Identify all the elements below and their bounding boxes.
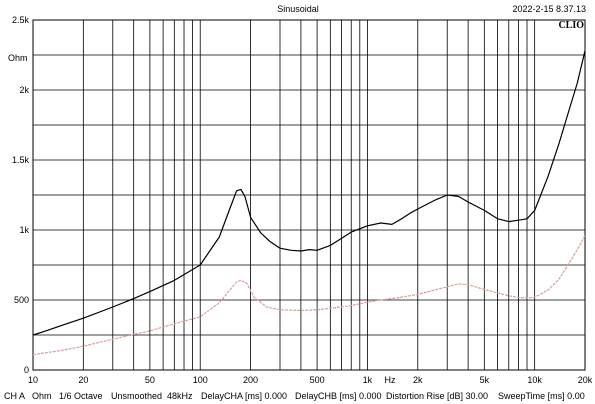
footer-unit: Ohm xyxy=(32,391,52,401)
x-tick-labels: 10 20 50 100 200 500 1k 2k 5k 10k 20k xyxy=(28,375,593,385)
footer-smoothing: 1/6 Octave xyxy=(59,391,103,401)
y-tick-labels: 0 500 1k 1.5k 2k 2.5k xyxy=(12,15,30,375)
y-tick-label: 1k xyxy=(19,225,29,235)
x-tick-label: 10 xyxy=(28,375,38,385)
x-tick-label: 20k xyxy=(578,375,593,385)
series-group xyxy=(32,50,586,356)
series-line-1 xyxy=(32,50,586,336)
chart-title: Sinusoidal xyxy=(277,4,319,14)
x-tick-label: 200 xyxy=(243,375,258,385)
x-tick-label: 500 xyxy=(310,375,325,385)
footer-delay-a: DelayCHA [ms] 0.000 xyxy=(201,391,287,401)
footer-mode: Unsmoothed xyxy=(111,391,162,401)
x-axis-label: Hz xyxy=(385,375,396,385)
y-tick-label: 500 xyxy=(14,295,29,305)
y-tick-label: 1.5k xyxy=(12,155,30,165)
x-tick-label: 50 xyxy=(145,375,155,385)
footer-rate: 48kHz xyxy=(167,391,193,401)
x-tick-label: 100 xyxy=(193,375,208,385)
grid xyxy=(32,19,586,371)
y-tick-label: 2k xyxy=(19,85,29,95)
timestamp: 2022-2-15 8.37.13 xyxy=(512,4,586,14)
plot-frame xyxy=(32,19,586,371)
x-tick-label: 2k xyxy=(413,375,423,385)
x-tick-label: 1k xyxy=(363,375,373,385)
y-tick-label: 0 xyxy=(24,365,29,375)
footer-info: CH A Ohm 1/6 Octave Unsmoothed 48kHz Del… xyxy=(4,391,585,401)
clio-logo: CLIO xyxy=(558,20,584,31)
series-line-2 xyxy=(32,235,586,356)
footer-channel: CH A xyxy=(4,391,25,401)
footer-distortion: Distortion Rise [dB] 30.00 xyxy=(386,391,488,401)
footer-sweep: SweepTime [ms] 0.00 xyxy=(498,391,585,401)
footer-delay-b: DelayCHB [ms] 0.000 xyxy=(295,391,382,401)
y-axis-label: Ohm xyxy=(8,53,28,63)
x-tick-label: 10k xyxy=(527,375,542,385)
y-tick-label: 2.5k xyxy=(12,15,30,25)
x-tick-label: 5k xyxy=(480,375,490,385)
x-tick-label: 20 xyxy=(78,375,88,385)
